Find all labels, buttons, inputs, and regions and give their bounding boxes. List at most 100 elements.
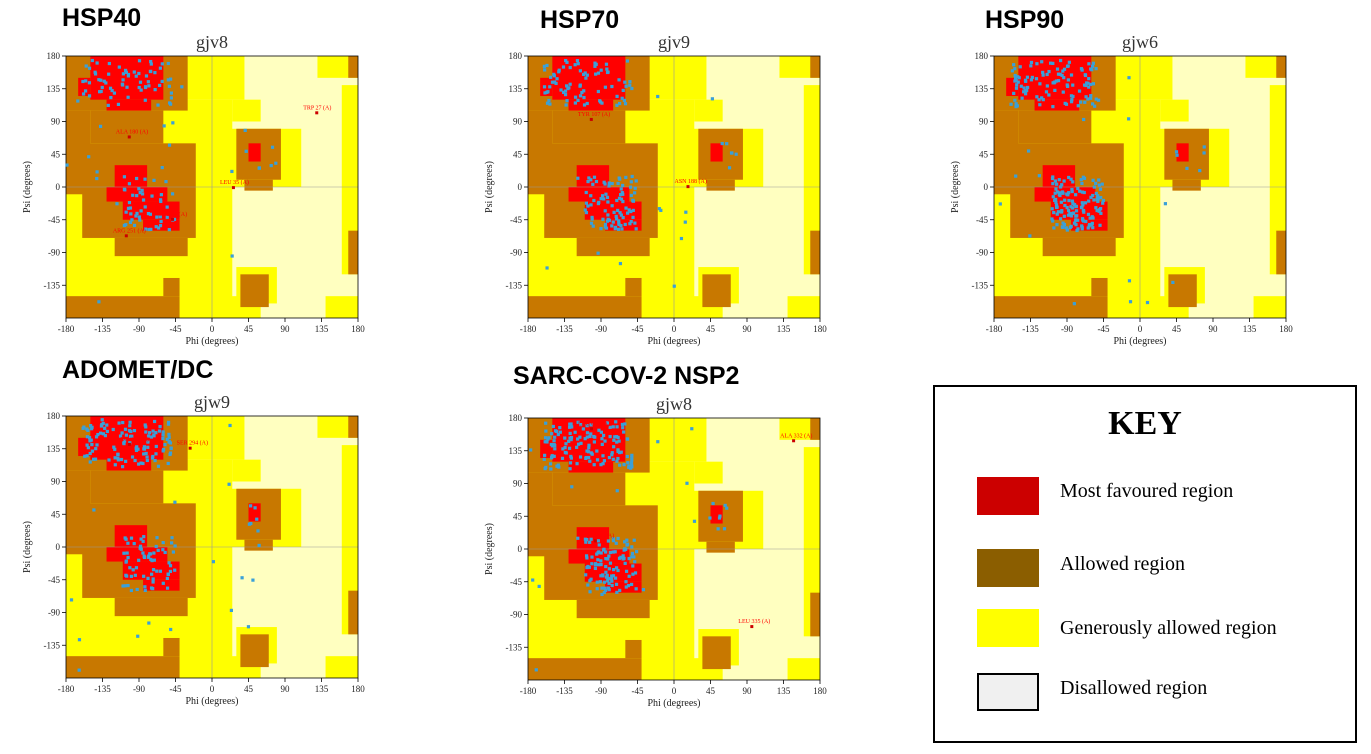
x-tick-label: 90 bbox=[281, 324, 291, 334]
residue-point bbox=[1018, 65, 1022, 69]
allowed-region bbox=[625, 277, 642, 297]
x-tick-label: 45 bbox=[1172, 324, 1182, 334]
residue-point bbox=[587, 455, 591, 460]
residue-point bbox=[570, 425, 574, 429]
residue-point bbox=[568, 82, 572, 86]
legend-label-disallowed: Disallowed region bbox=[1060, 677, 1208, 699]
residue-point bbox=[170, 541, 174, 545]
residue-point bbox=[1041, 98, 1045, 102]
residue-point bbox=[568, 425, 572, 429]
residue-point bbox=[1094, 206, 1098, 210]
residue-point bbox=[116, 458, 120, 462]
residue-point bbox=[1041, 70, 1045, 75]
residue-point bbox=[84, 79, 88, 83]
residue-point bbox=[228, 423, 232, 428]
residue-point bbox=[151, 429, 155, 433]
residue-point bbox=[125, 551, 129, 555]
allowed-region bbox=[810, 418, 820, 440]
residue-point bbox=[1025, 85, 1030, 90]
residue-point bbox=[585, 556, 589, 560]
residue-point bbox=[161, 433, 165, 437]
residue-point bbox=[85, 443, 89, 447]
y-tick-label: 135 bbox=[47, 444, 61, 454]
residue-point bbox=[1050, 217, 1054, 221]
generous-region bbox=[1253, 296, 1286, 318]
residue-point bbox=[1089, 82, 1093, 86]
residue-point bbox=[604, 575, 609, 579]
residue-point bbox=[132, 428, 137, 433]
residue-point bbox=[95, 61, 99, 65]
residue-point bbox=[619, 224, 623, 228]
residue-point bbox=[545, 63, 549, 68]
residue-point bbox=[116, 102, 121, 107]
residue-point bbox=[122, 442, 126, 446]
residue-point bbox=[159, 193, 163, 197]
x-axis-label: Phi (degrees) bbox=[647, 336, 700, 347]
residue-point bbox=[124, 70, 128, 74]
residue-point bbox=[575, 445, 579, 449]
residue-point bbox=[1084, 83, 1088, 88]
residue-point bbox=[106, 103, 110, 107]
residue-point bbox=[1041, 73, 1045, 77]
generous-region bbox=[232, 459, 261, 482]
residue-point bbox=[123, 584, 127, 588]
residue-point bbox=[113, 447, 117, 451]
residue-point bbox=[167, 84, 171, 88]
residue-point bbox=[1060, 225, 1065, 229]
residue-point bbox=[137, 187, 141, 191]
residue-point bbox=[87, 436, 92, 440]
residue-point bbox=[594, 179, 599, 184]
residue-point bbox=[557, 70, 561, 74]
residue-point bbox=[1058, 191, 1062, 195]
residue-point bbox=[132, 70, 136, 74]
y-tick-label: -45 bbox=[48, 575, 60, 585]
residue-point bbox=[585, 431, 590, 435]
residue-point bbox=[126, 541, 130, 545]
residue-point bbox=[618, 193, 623, 197]
residue-point bbox=[1091, 193, 1095, 198]
residue-point bbox=[165, 215, 169, 219]
residue-point bbox=[716, 527, 720, 531]
residue-point bbox=[1099, 195, 1103, 200]
residue-point bbox=[1086, 97, 1090, 101]
plot-title: gjv9 bbox=[658, 32, 690, 52]
x-tick-label: -90 bbox=[133, 684, 145, 694]
residue-point bbox=[613, 435, 617, 439]
residue-point bbox=[121, 78, 125, 82]
residue-point bbox=[548, 462, 553, 466]
residue-point bbox=[545, 101, 550, 105]
x-tick-label: 90 bbox=[743, 324, 753, 334]
residue-point bbox=[620, 227, 624, 231]
allowed-region bbox=[810, 592, 820, 637]
x-tick-label: -135 bbox=[94, 684, 111, 694]
residue-point bbox=[1174, 150, 1179, 154]
generous-region bbox=[341, 85, 358, 275]
residue-point bbox=[103, 426, 107, 430]
y-tick-label: 0 bbox=[56, 182, 61, 192]
residue-point bbox=[144, 227, 148, 231]
panel-heading-nsp2: SARC-COV-2 NSP2 bbox=[513, 362, 740, 390]
residue-point bbox=[97, 300, 101, 304]
residue-point bbox=[1016, 75, 1020, 79]
residue-point bbox=[605, 573, 609, 577]
favoured-region bbox=[122, 561, 180, 580]
residue-point bbox=[168, 77, 173, 81]
residue-point bbox=[603, 439, 607, 443]
residue-point bbox=[617, 176, 621, 180]
residue-point bbox=[1070, 189, 1074, 194]
residue-point bbox=[125, 574, 129, 578]
residue-point bbox=[555, 77, 559, 81]
residue-point bbox=[610, 224, 614, 228]
residue-point bbox=[166, 461, 170, 466]
residue-point bbox=[1069, 100, 1074, 104]
residue-point bbox=[633, 571, 638, 575]
residue-point bbox=[1076, 104, 1080, 108]
residue-point bbox=[610, 181, 614, 186]
allowed-region bbox=[163, 637, 180, 657]
residue-point bbox=[1012, 63, 1016, 67]
residue-point bbox=[717, 516, 722, 520]
residue-point bbox=[1054, 187, 1058, 191]
residue-point bbox=[111, 427, 115, 432]
residue-point bbox=[89, 427, 94, 431]
residue-point bbox=[124, 210, 128, 214]
